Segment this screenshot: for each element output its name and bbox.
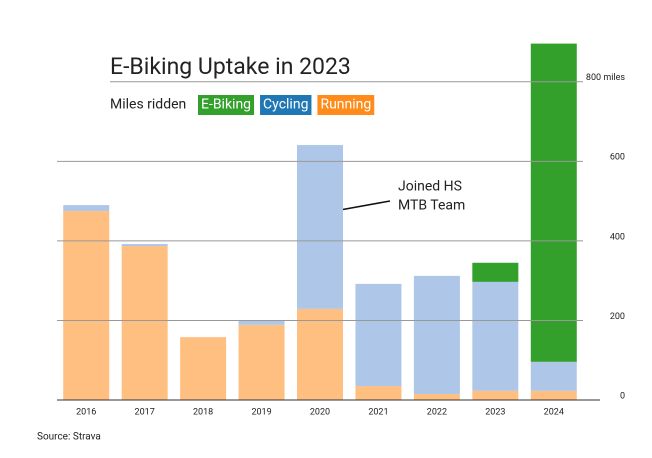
x-tick-label: 2019 <box>251 407 271 417</box>
bar-segment <box>530 361 577 391</box>
bar-segment <box>180 337 227 400</box>
bar-segment <box>297 308 343 400</box>
legend-label: Running <box>320 97 371 113</box>
x-tick-label: 2023 <box>485 407 505 417</box>
y-tick-label: 800 miles <box>586 73 625 83</box>
bars <box>63 43 577 400</box>
x-tick-label: 2022 <box>427 407 447 417</box>
bar-segment <box>121 246 168 400</box>
y-tick-label: 400 <box>610 232 625 242</box>
legend-label: E-Biking <box>201 97 251 113</box>
bar-segment <box>472 390 519 400</box>
x-tick-label: 2020 <box>310 407 330 417</box>
bar-segment <box>472 262 519 282</box>
source: Source: Strava <box>37 432 101 443</box>
chart-title: E-Biking Uptake in 2023 <box>110 53 351 80</box>
bar-segment <box>297 145 343 309</box>
bar-segment <box>121 244 168 247</box>
bar-segment <box>530 43 577 362</box>
bar-segment <box>63 205 110 212</box>
annotation: MTB Team <box>398 198 465 214</box>
x-tick-label: 2018 <box>193 407 213 417</box>
bar-segment <box>238 320 285 325</box>
bar-segment <box>355 283 402 387</box>
annotation-line <box>339 200 391 211</box>
y-tick-label: 600 <box>610 153 625 163</box>
bar-segment <box>472 281 519 391</box>
bar-segment <box>413 394 460 400</box>
legend-label: Cycling <box>263 97 308 113</box>
x-tick-label: 2017 <box>135 407 155 417</box>
legend-swatch <box>260 95 312 115</box>
legend-swatch <box>198 95 255 115</box>
x-tick-label: 2016 <box>76 407 96 417</box>
bar-segment <box>355 386 402 400</box>
y-tick-label: 0 <box>620 391 625 401</box>
bar-segment <box>63 211 110 400</box>
bar-segment <box>413 275 460 395</box>
legend-title: Miles ridden <box>110 97 186 113</box>
legend-swatch <box>317 95 375 115</box>
x-tick-label: 2021 <box>368 407 388 417</box>
bar-segment <box>238 324 285 400</box>
annotation: Joined HS <box>398 179 462 195</box>
bar-segment <box>530 390 577 400</box>
y-tick-label: 200 <box>610 312 625 322</box>
x-tick-label: 2024 <box>544 407 564 417</box>
